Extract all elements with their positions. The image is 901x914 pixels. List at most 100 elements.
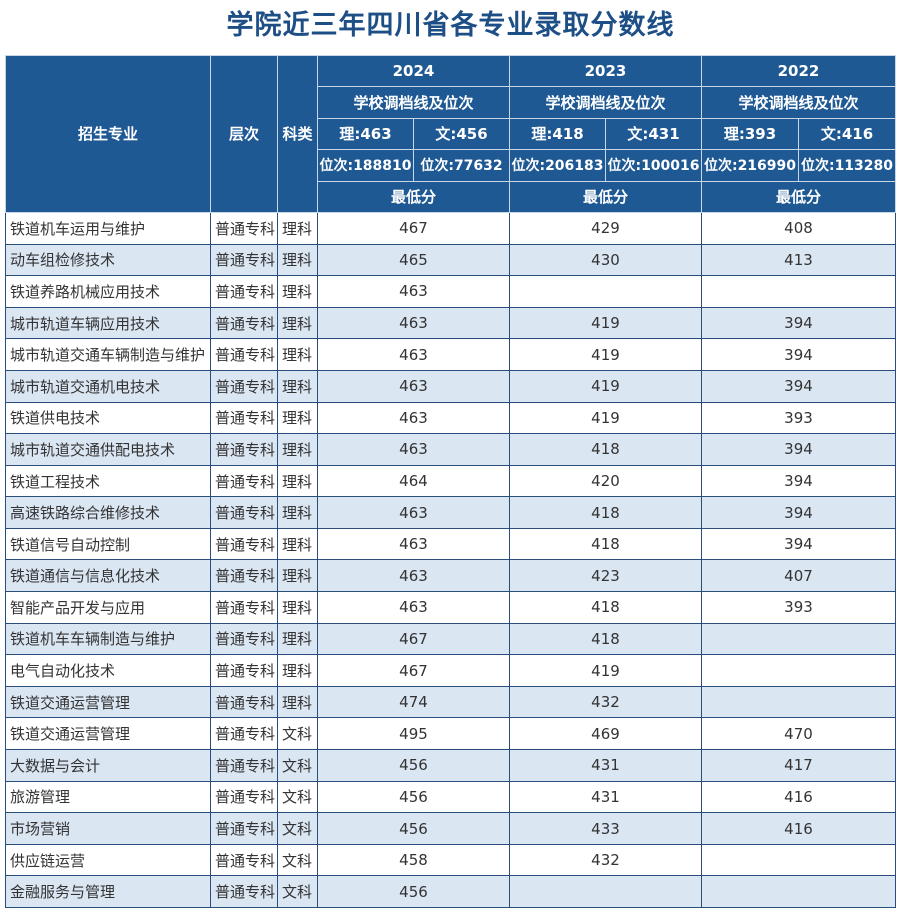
table-row: 铁道通信与信息化技术 普通专科 理科 463 423 407 — [5, 559, 896, 593]
level-cell: 普通专科 — [210, 875, 278, 909]
score-cell: 463 — [317, 496, 510, 529]
score-cell: 463 — [317, 275, 510, 308]
level-cell: 普通专科 — [210, 527, 278, 561]
li-rank: 位次:206183 — [509, 149, 606, 182]
table-header: 招生专业 层次 科类 2024 2023 2022 学校调档线及位次 学校调档线及位次 学校调档… — [5, 54, 896, 213]
score-cell: 467 — [317, 622, 510, 656]
score-cell: 433 — [509, 812, 702, 845]
score-cell: 413 — [701, 243, 896, 277]
score-cell: 394 — [701, 306, 896, 340]
min-label: 最低分 — [317, 180, 510, 213]
score-cell: 465 — [317, 243, 510, 277]
min-label: 最低分 — [701, 180, 896, 213]
category-cell: 文科 — [277, 717, 318, 751]
score-cell: 394 — [701, 369, 896, 403]
table-row: 大数据与会计 普通专科 文科 456 431 417 — [5, 749, 896, 782]
wen-rank: 位次:77632 — [413, 149, 510, 182]
level-cell: 普通专科 — [210, 211, 278, 245]
score-cell: 408 — [701, 211, 896, 245]
min-label: 最低分 — [509, 180, 702, 213]
category-cell: 理科 — [277, 433, 318, 466]
major-cell: 电气自动化技术 — [5, 654, 211, 687]
header-row: 理:463 文:456 理:418 文:431 理:393 文:416 — [6, 117, 896, 151]
year: 2022 — [701, 54, 896, 88]
category-cell: 文科 — [277, 780, 318, 814]
score-cell: 463 — [317, 369, 510, 403]
wen-rank: 位次:100016 — [605, 149, 702, 182]
table-row: 铁道机车运用与维护 普通专科 理科 467 429 408 — [5, 211, 896, 245]
category-cell: 理科 — [277, 338, 318, 371]
wen-line: 文:431 — [605, 117, 702, 151]
score-cell: 431 — [509, 780, 702, 814]
major-cell: 铁道信号自动控制 — [5, 527, 211, 561]
header-major: 招生专业 — [5, 55, 211, 213]
score-cell: 419 — [509, 369, 702, 403]
line-label: 学校调档线及位次 — [701, 86, 896, 119]
empty-cell — [701, 275, 896, 308]
table-row: 铁道工程技术 普通专科 理科 464 420 394 — [5, 464, 896, 498]
score-cell: 467 — [317, 211, 510, 245]
major-cell: 城市轨道交通机电技术 — [5, 369, 211, 403]
year: 2024 — [317, 54, 510, 88]
table-row: 动车组检修技术 普通专科 理科 465 430 413 — [5, 243, 896, 277]
level-cell: 普通专科 — [210, 559, 278, 593]
score-cell: 470 — [701, 717, 896, 751]
score-cell: 463 — [317, 591, 510, 624]
level-cell: 普通专科 — [210, 654, 278, 687]
major-cell: 城市轨道交通供配电技术 — [5, 433, 211, 466]
major-cell: 铁道交通运营管理 — [5, 717, 211, 751]
score-cell: 456 — [317, 812, 510, 845]
score-cell: 420 — [509, 464, 702, 498]
score-cell: 419 — [509, 306, 702, 340]
category-cell: 文科 — [277, 843, 318, 877]
empty-cell — [701, 843, 896, 877]
category-cell: 理科 — [277, 211, 318, 245]
li-line: 理:418 — [509, 117, 606, 151]
category-cell: 理科 — [277, 243, 318, 277]
header-row: 招生专业 层次 科类 2024 2023 2022 — [5, 54, 896, 213]
category-cell: 文科 — [277, 875, 318, 909]
score-cell: 419 — [509, 338, 702, 371]
score-cell: 464 — [317, 464, 510, 498]
table-row: 铁道交通运营管理 普通专科 理科 474 432 — [5, 685, 896, 719]
major-cell: 金融服务与管理 — [5, 875, 211, 909]
table-row: 电气自动化技术 普通专科 理科 467 419 — [5, 654, 896, 687]
category-cell: 理科 — [277, 275, 318, 308]
level-cell: 普通专科 — [210, 338, 278, 371]
score-table: 招生专业 层次 科类 2024 2023 2022 学校调档线及位次 学校调档线及位次 学校调档… — [5, 54, 896, 909]
table-row: 市场营销 普通专科 文科 456 433 416 — [5, 812, 896, 845]
header-row: 学校调档线及位次 学校调档线及位次 学校调档线及位次 — [6, 86, 896, 119]
li-line: 理:463 — [317, 117, 414, 151]
table-row: 铁道养路机械应用技术 普通专科 理科 463 — [5, 275, 896, 308]
major-cell: 铁道供电技术 — [5, 401, 211, 435]
score-cell: 429 — [509, 211, 702, 245]
score-cell: 394 — [701, 338, 896, 371]
major-cell: 智能产品开发与应用 — [5, 591, 211, 624]
table-row: 城市轨道交通机电技术 普通专科 理科 463 419 394 — [5, 369, 896, 403]
score-cell: 432 — [509, 685, 702, 719]
score-cell: 463 — [317, 527, 510, 561]
wen-line: 文:416 — [798, 117, 896, 151]
level-cell: 普通专科 — [210, 812, 278, 845]
header-row: 最低分 最低分 最低分 — [6, 180, 896, 213]
score-cell: 463 — [317, 433, 510, 466]
category-cell: 文科 — [277, 812, 318, 845]
li-rank: 位次:188810 — [317, 149, 414, 182]
score-cell: 417 — [701, 749, 896, 782]
score-cell: 431 — [509, 749, 702, 782]
major-cell: 动车组检修技术 — [5, 243, 211, 277]
score-cell: 495 — [317, 717, 510, 751]
level-cell: 普通专科 — [210, 591, 278, 624]
major-cell: 供应链运营 — [5, 843, 211, 877]
empty-cell — [701, 875, 896, 909]
category-cell: 理科 — [277, 559, 318, 593]
level-cell: 普通专科 — [210, 749, 278, 782]
major-cell: 城市轨道车辆应用技术 — [5, 306, 211, 340]
category-cell: 理科 — [277, 654, 318, 687]
score-cell: 418 — [509, 433, 702, 466]
wen-line: 文:456 — [413, 117, 510, 151]
major-cell: 铁道机车车辆制造与维护 — [5, 622, 211, 656]
score-cell: 407 — [701, 559, 896, 593]
level-cell: 普通专科 — [210, 464, 278, 498]
